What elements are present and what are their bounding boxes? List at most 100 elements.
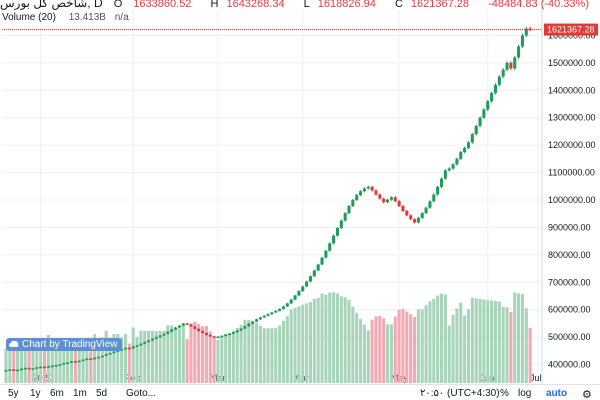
goto-button[interactable]: Goto...	[126, 388, 157, 399]
percent-toggle[interactable]: %	[500, 388, 509, 399]
volume-bar	[231, 330, 235, 383]
candle-body	[308, 276, 313, 282]
tradingview-watermark[interactable]: Chart by TradingView	[6, 338, 123, 351]
candle-body	[54, 365, 58, 367]
candle-body	[517, 46, 521, 58]
volume-bar	[50, 346, 54, 383]
volume-bar	[412, 317, 417, 383]
volume-bar	[439, 293, 444, 383]
volume-bar	[243, 319, 247, 383]
volume-bar	[501, 307, 505, 383]
candle-body	[362, 188, 366, 192]
candle-body	[154, 337, 158, 339]
volume-bar	[351, 306, 355, 383]
range-1m-button[interactable]: 1m	[73, 388, 87, 399]
volume-bar	[185, 339, 189, 383]
candle-body	[397, 201, 401, 207]
candle-body	[247, 323, 251, 327]
volume-bar	[339, 296, 343, 383]
range-1y-button[interactable]: 1y	[30, 388, 41, 399]
volume-bar	[524, 308, 528, 383]
volume-bar	[166, 325, 170, 383]
volume-legend[interactable]: Volume (20) 13.413B n/a	[2, 12, 129, 23]
volume-bar	[23, 343, 27, 383]
symbol-name[interactable]: شاخص کل بورس, D	[0, 0, 103, 10]
candle-body	[135, 345, 139, 347]
log-toggle[interactable]: log	[518, 388, 532, 399]
candle-body	[93, 357, 97, 360]
candle-body	[177, 325, 181, 328]
candle-body	[23, 367, 27, 370]
open-label: O	[113, 0, 123, 10]
cloud-icon	[9, 340, 19, 347]
candle-body	[451, 164, 455, 169]
volume-bar	[517, 293, 521, 383]
volume-bar	[409, 314, 413, 383]
candle-body	[16, 369, 20, 372]
volume-bar	[239, 325, 243, 383]
candle-body	[81, 359, 85, 362]
range-5d-button[interactable]: 5d	[96, 388, 108, 399]
candle-body	[436, 186, 440, 195]
volume-bar	[455, 308, 459, 383]
auto-toggle[interactable]: auto	[546, 388, 568, 399]
volume-bar	[335, 293, 339, 383]
volume-bar	[312, 299, 316, 383]
volume-bar	[520, 294, 524, 383]
volume-bar	[332, 292, 336, 383]
volume-bar	[509, 311, 513, 383]
candle-body	[359, 191, 363, 196]
volume-bar	[513, 292, 517, 383]
volume-bar	[301, 304, 305, 383]
settings-gear-icon[interactable]: ⚙	[582, 389, 592, 400]
candle-body	[505, 62, 509, 70]
candle-body	[324, 250, 328, 258]
volume-bar	[389, 324, 393, 383]
y-tick-label: 1400000.00	[548, 85, 596, 95]
change-value: -48484.83 (-40.33%)	[488, 0, 589, 10]
candle-body	[466, 142, 471, 148]
candle-body	[116, 350, 120, 352]
candle-body	[258, 317, 262, 320]
volume-bar	[401, 309, 405, 383]
candle-body	[147, 340, 151, 343]
candle-body	[46, 366, 50, 368]
volume-bar	[289, 309, 293, 383]
candle-body	[254, 319, 259, 322]
close-label: C	[394, 0, 403, 10]
candle-body	[220, 335, 224, 338]
volume-bar	[96, 341, 101, 383]
candle-body	[4, 370, 8, 372]
candle-body	[62, 363, 66, 365]
last-price-tag	[544, 23, 598, 36]
volume-bar	[490, 300, 494, 383]
candle-body	[447, 168, 451, 171]
volume-bar	[143, 330, 147, 383]
candle-body	[343, 213, 347, 221]
x-tick-label: 2020	[33, 373, 53, 383]
volume-bar	[378, 315, 382, 383]
volume-bar	[19, 339, 23, 383]
volume-bar	[278, 325, 282, 383]
volume-bar	[12, 343, 16, 383]
candle-body	[520, 35, 524, 47]
candle-body	[285, 303, 289, 307]
timezone-button[interactable]: ۲۰:۵۰ (UTC+4:30)	[420, 388, 500, 399]
candle-body	[389, 197, 393, 200]
volume-bar	[486, 300, 490, 383]
candle-body	[509, 62, 513, 69]
volume-bar	[123, 334, 128, 383]
volume-bar	[227, 333, 232, 383]
candle-body	[439, 178, 444, 187]
range-5y-button[interactable]: 5y	[8, 388, 19, 399]
candle-body	[127, 347, 131, 350]
watermark-text: Chart by TradingView	[22, 339, 118, 350]
range-6m-button[interactable]: 6m	[50, 388, 64, 399]
candle-body	[459, 152, 463, 159]
candle-body	[266, 314, 270, 316]
candle-body	[185, 323, 189, 325]
volume-bar	[251, 322, 255, 383]
volume-bar	[493, 301, 498, 383]
